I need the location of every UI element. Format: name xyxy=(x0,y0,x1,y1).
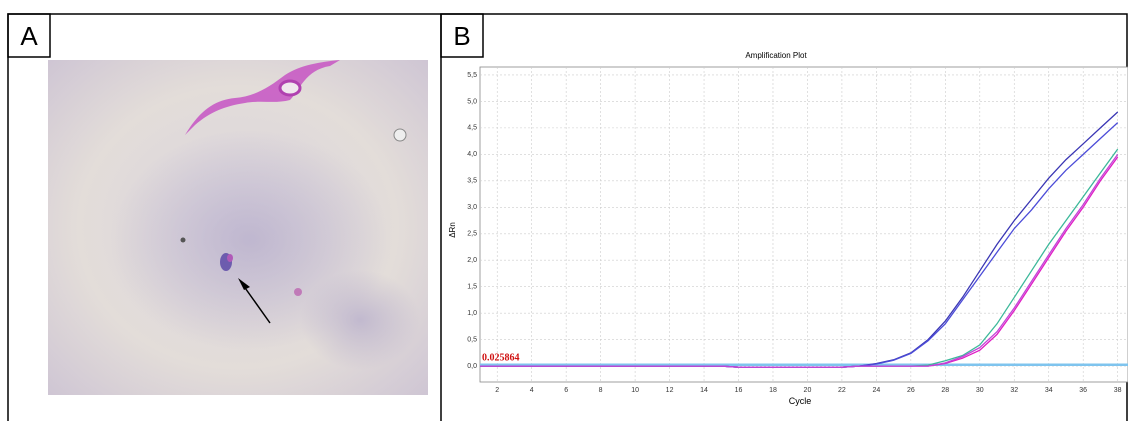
x-tick-label: 24 xyxy=(872,387,880,394)
series-line xyxy=(480,154,1119,368)
x-tick-label: 14 xyxy=(700,387,708,394)
y-tick-label: 0,0 xyxy=(467,363,477,370)
x-tick-label: 20 xyxy=(804,387,812,394)
y-tick-label: 5,5 xyxy=(467,72,477,79)
x-tick-label: 2 xyxy=(495,387,499,394)
panel-label: B xyxy=(453,21,470,51)
series-group xyxy=(480,111,1128,368)
y-tick-label: 3,0 xyxy=(467,204,477,211)
threshold-label: 0.025864 xyxy=(482,353,520,364)
x-tick-label: 28 xyxy=(941,387,949,394)
y-tick-label: 4,5 xyxy=(467,125,477,132)
y-tick-label: 3,5 xyxy=(467,178,477,185)
x-tick-label: 10 xyxy=(631,387,639,394)
label-box xyxy=(440,13,484,58)
micrograph xyxy=(48,60,428,395)
x-tick-label: 18 xyxy=(769,387,777,394)
x-tick-label: 22 xyxy=(838,387,846,394)
x-tick-label: 32 xyxy=(1010,387,1018,394)
x-tick-label: 26 xyxy=(907,387,915,394)
x-axis-label: Cycle xyxy=(789,396,812,406)
x-tick-label: 8 xyxy=(599,387,603,394)
y-axis-label: ΔRn xyxy=(448,222,457,238)
x-tick-label: 38 xyxy=(1114,387,1122,394)
x-tick-label: 34 xyxy=(1045,387,1053,394)
y-tick-label: 5,0 xyxy=(467,98,477,105)
x-tick-label: 12 xyxy=(666,387,674,394)
label-box xyxy=(7,13,51,58)
y-tick-label: 2,5 xyxy=(467,231,477,238)
y-tick-label: 2,0 xyxy=(467,257,477,264)
chart-title: Amplification Plot xyxy=(745,51,807,60)
x-tick-label: 16 xyxy=(735,387,743,394)
y-tick-label: 4,0 xyxy=(467,151,477,158)
x-tick-label: 36 xyxy=(1079,387,1087,394)
plot-area xyxy=(479,66,1128,383)
y-tick-label: 1,0 xyxy=(467,310,477,317)
x-tick-label: 6 xyxy=(564,387,568,394)
panel-label: A xyxy=(20,21,38,51)
x-tick-label: 4 xyxy=(530,387,534,394)
y-tick-label: 0,5 xyxy=(467,336,477,343)
y-tick-label: 1,5 xyxy=(467,284,477,291)
x-tick-label: 30 xyxy=(976,387,984,394)
